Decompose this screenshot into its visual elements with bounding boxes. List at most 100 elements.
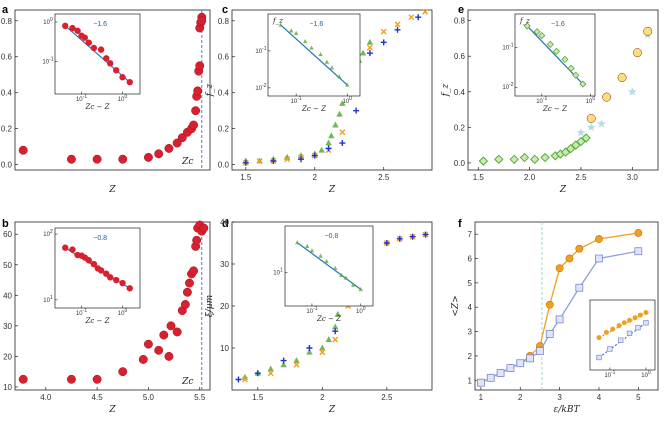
- data-point: [519, 152, 530, 163]
- inset-point: [546, 40, 554, 48]
- inset-x-label: Zc − Z: [301, 105, 326, 113]
- inset-point: [324, 258, 329, 264]
- critical-label: Zc: [181, 377, 193, 387]
- inset-point: [561, 55, 569, 64]
- y-tick-label: 10: [3, 383, 12, 392]
- data-point: [409, 233, 416, 240]
- panel-label: b: [2, 218, 9, 230]
- inset-y-tick-label: 10-1: [42, 57, 53, 66]
- inset-x-label: Zc − Z: [85, 103, 110, 111]
- data-point: [496, 369, 505, 377]
- inset-point: [572, 71, 580, 79]
- series-red: [18, 220, 209, 384]
- data-point: [189, 266, 199, 276]
- data-point: [319, 349, 326, 356]
- data-point: [334, 310, 342, 317]
- inset-point: [302, 38, 308, 44]
- y-tick-label: 4: [468, 303, 473, 312]
- data-point: [415, 14, 422, 21]
- data-point: [241, 376, 248, 383]
- y-tick-label: 60: [3, 230, 12, 239]
- x-tick-label: 5: [636, 393, 641, 402]
- data-point: [486, 373, 495, 382]
- data-point: [516, 359, 525, 368]
- data-point: [602, 92, 612, 102]
- inset-point-2: [626, 330, 633, 336]
- inset-point: [343, 275, 349, 280]
- inset-point: [103, 55, 110, 62]
- inset-x-tick-label-exp: 0: [648, 370, 651, 376]
- data-point: [526, 354, 534, 363]
- data-point: [235, 376, 242, 383]
- y-tick-label: 0.6: [218, 53, 230, 62]
- data-point: [166, 321, 176, 331]
- data-point: [172, 327, 182, 337]
- x-axis-label: Z: [559, 185, 567, 195]
- data-point: [318, 146, 325, 153]
- inset-point: [62, 22, 69, 30]
- data-point: [332, 328, 339, 335]
- x-tick-label: 1.5: [252, 393, 264, 402]
- data-point: [164, 143, 174, 153]
- inset-point: [278, 22, 283, 27]
- inset-x-label: Zc − Z: [542, 105, 567, 113]
- x-tick-label: 2: [320, 393, 325, 402]
- data-point: [396, 235, 403, 242]
- panel-label: c: [222, 4, 228, 16]
- data-point: [154, 345, 164, 355]
- axes-frame: [231, 9, 433, 171]
- inset-point: [295, 240, 300, 245]
- data-point: [138, 355, 148, 364]
- data-point: [477, 378, 485, 387]
- inset-point: [337, 74, 342, 79]
- inset-point: [358, 286, 363, 292]
- data-point: [586, 113, 596, 123]
- x-tick-label: 4: [597, 393, 602, 402]
- panel-a: a0.00.20.40.60.8Zf_zZc−1.610-110010-1100…: [1, 4, 211, 195]
- inset-point: [333, 265, 338, 271]
- y-tick-label: 3: [468, 328, 473, 337]
- y-tick-label: 10: [220, 344, 229, 353]
- data-point: [380, 39, 387, 46]
- data-point: [595, 254, 603, 263]
- x-tick-label: 2.0: [524, 173, 536, 182]
- inset-point: [345, 82, 350, 87]
- inset-x-tick-label-exp: 0: [363, 306, 366, 312]
- data-point: [536, 347, 544, 355]
- data-point: [143, 339, 153, 349]
- data-point: [597, 119, 606, 128]
- inset-x-tick-label-exp: 0: [124, 94, 127, 100]
- y-tick-label: 7: [468, 230, 473, 239]
- inset-y-tick-label: 101: [273, 268, 283, 277]
- y-tick-label: 0.6: [1, 53, 13, 62]
- inset-x-tick-label: 10-1: [306, 306, 317, 315]
- inset-x-tick-label-exp: 0: [592, 96, 595, 102]
- data-point: [478, 156, 489, 166]
- inset-point-2: [596, 354, 602, 361]
- inset-x-tick-label: 100: [118, 308, 128, 317]
- inset-point: [627, 317, 633, 323]
- data-point: [18, 145, 28, 155]
- data-point: [353, 107, 360, 114]
- inset-point: [81, 34, 88, 41]
- data-point: [634, 229, 643, 237]
- x-tick-label: 3.0: [627, 173, 639, 182]
- data-point: [383, 240, 390, 246]
- data-point: [506, 364, 515, 372]
- inset-point: [309, 45, 314, 50]
- inset-x-tick-label: 100: [641, 370, 651, 379]
- x-tick-label: 3: [557, 393, 562, 402]
- inset-point: [112, 67, 120, 74]
- data-point: [332, 336, 339, 343]
- data-point: [325, 139, 332, 146]
- inset-x-tick-label: 10-1: [76, 94, 87, 103]
- data-point: [185, 278, 194, 288]
- inset-point: [339, 272, 344, 277]
- y-tick-label: 5: [468, 279, 473, 288]
- inset-y-tick-label: 10-2: [255, 83, 266, 92]
- y-tick-label: 1: [468, 376, 473, 385]
- data-point: [189, 120, 199, 130]
